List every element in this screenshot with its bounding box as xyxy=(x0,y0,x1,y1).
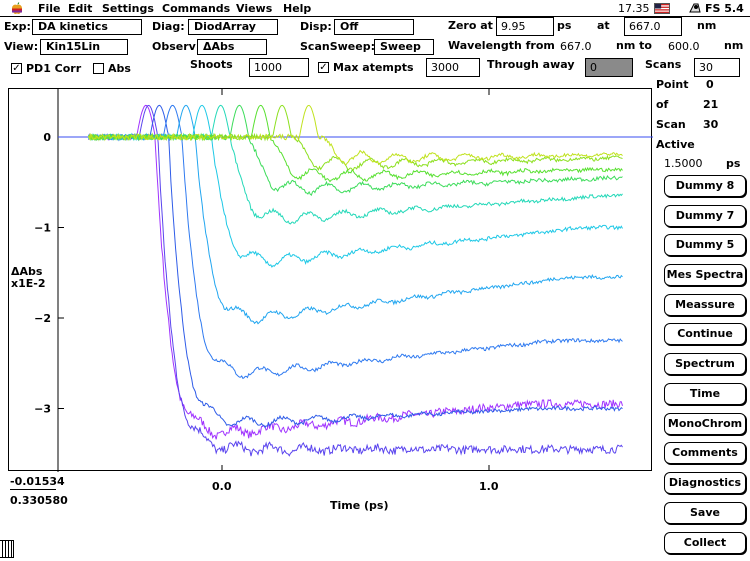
observ-popup[interactable]: ΔAbs xyxy=(197,39,267,55)
point-value: 0 xyxy=(706,78,714,91)
series-line xyxy=(88,104,623,457)
window-edge-icon[interactable] xyxy=(0,540,14,558)
shoots-label: Shoots xyxy=(190,58,233,71)
through-away-label: Through away xyxy=(487,58,575,71)
monochrom-button[interactable]: MonoChrom xyxy=(664,413,746,435)
kinetics-plot[interactable]: 0 −1 −2 −3 ΔAbs x1E-2 xyxy=(8,88,653,472)
x-tick-label: 1.0 xyxy=(479,480,499,493)
through-away-input[interactable]: 0 xyxy=(585,58,633,77)
of-value: 21 xyxy=(703,98,719,111)
series-line xyxy=(88,104,623,183)
clock: 17.35 xyxy=(618,2,650,15)
dummy-8-button[interactable]: Dummy 8 xyxy=(664,175,746,197)
max-atempts-input[interactable]: 3000 xyxy=(426,58,480,77)
series-group xyxy=(88,104,623,457)
scan-label: Scan xyxy=(656,118,686,131)
x-tick-label: 0.0 xyxy=(212,480,232,493)
series-line xyxy=(88,104,623,440)
apple-icon[interactable] xyxy=(10,1,24,15)
scansweep-popup[interactable]: Sweep xyxy=(374,39,434,55)
scan-value: 30 xyxy=(703,118,719,131)
save-button[interactable]: Save xyxy=(664,502,746,524)
point-label: Point xyxy=(656,78,689,91)
wavelength-to-label: nm to xyxy=(616,39,652,52)
dummy-7-button[interactable]: Dummy 7 xyxy=(664,205,746,227)
scansweep-label: ScanSweep: xyxy=(300,40,375,53)
pd1-corr-checkbox[interactable]: ✓ xyxy=(11,63,22,74)
dummy-5-button[interactable]: Dummy 5 xyxy=(664,234,746,256)
menu-help[interactable]: Help xyxy=(283,2,312,15)
menu-views[interactable]: Views xyxy=(236,2,273,15)
diag-label: Diag: xyxy=(152,20,185,33)
y-axis-scale-label: x1E-2 xyxy=(11,277,46,290)
series-line xyxy=(88,104,623,268)
wavelength-label: Wavelength from xyxy=(448,39,555,52)
min-value: -0.01534 xyxy=(10,475,65,488)
y-tick-label: −2 xyxy=(34,312,51,325)
y-axis-label: ΔAbs xyxy=(11,265,43,278)
series-line xyxy=(88,104,623,325)
time-button[interactable]: Time xyxy=(664,383,746,405)
max-atempts-checkbox[interactable]: ✓ xyxy=(318,62,329,73)
menu-edit[interactable]: Edit xyxy=(68,2,93,15)
at-input[interactable]: 667.0 xyxy=(624,17,682,36)
us-flag-icon[interactable] xyxy=(654,3,670,14)
mes-spectra-button[interactable]: Mes Spectra xyxy=(664,264,746,286)
x-ticks xyxy=(221,89,490,471)
footer-divider xyxy=(10,489,56,490)
exp-popup[interactable]: DA kinetics xyxy=(32,19,142,35)
disp-label: Disp: xyxy=(300,20,332,33)
observ-label: Observ: xyxy=(152,40,201,53)
shoots-input[interactable]: 1000 xyxy=(249,58,309,77)
y-tick-label: −1 xyxy=(34,222,51,235)
exp-label: Exp: xyxy=(4,20,31,33)
app-name: FS 5.4 xyxy=(705,2,744,15)
wavelength-to: 600.0 xyxy=(668,40,700,53)
abs-checkbox[interactable] xyxy=(93,63,104,74)
diagnostics-button[interactable]: Diagnostics xyxy=(664,472,746,494)
scans-label: Scans xyxy=(645,58,682,71)
active-unit: ps xyxy=(726,157,741,170)
view-popup[interactable]: Kin15Lin xyxy=(40,39,128,55)
meassure-button[interactable]: Meassure xyxy=(664,294,746,316)
menu-settings[interactable]: Settings xyxy=(102,2,154,15)
wavelength-from: 667.0 xyxy=(560,40,592,53)
series-line xyxy=(88,104,623,380)
at-unit: nm xyxy=(697,19,717,32)
at-label: at xyxy=(597,19,610,32)
menu-bar: File Edit Settings Commands Views Help 1… xyxy=(0,0,750,17)
active-value: 1.5000 xyxy=(664,157,703,170)
series-line xyxy=(88,104,623,166)
max-atempts-label: Max atempts xyxy=(333,61,414,74)
series-line xyxy=(88,104,623,225)
pd1-corr-label: PD1 Corr xyxy=(26,62,82,75)
wavelength-unit: nm xyxy=(724,39,744,52)
x-axis-label: Time (ps) xyxy=(330,499,389,512)
zero-label: Zero at xyxy=(448,19,493,32)
max-value: 0.330580 xyxy=(10,494,68,507)
abs-label: Abs xyxy=(108,62,131,75)
diag-popup[interactable]: DiodArray xyxy=(188,19,278,35)
series-line xyxy=(88,104,623,197)
y-tick-label: −3 xyxy=(34,403,51,416)
kinetics-chart: 0 −1 −2 −3 xyxy=(34,89,653,472)
scans-input[interactable]: 30 xyxy=(694,58,740,77)
y-tick-label: 0 xyxy=(43,131,51,144)
collect-button[interactable]: Collect xyxy=(664,532,746,554)
comments-button[interactable]: Comments xyxy=(664,442,746,464)
app-icon xyxy=(689,3,701,13)
spectrum-button[interactable]: Spectrum xyxy=(664,353,746,375)
series-line xyxy=(88,104,623,429)
zero-unit: ps xyxy=(557,19,572,32)
y-ticks: 0 −1 −2 −3 xyxy=(34,131,64,416)
active-label: Active xyxy=(656,138,695,151)
menu-commands[interactable]: Commands xyxy=(162,2,231,15)
zero-input[interactable]: 9.95 xyxy=(496,17,554,36)
of-label: of xyxy=(656,98,669,111)
menu-file[interactable]: File xyxy=(38,2,61,15)
continue-button[interactable]: Continue xyxy=(664,323,746,345)
view-label: View: xyxy=(4,40,39,53)
disp-popup[interactable]: Off xyxy=(334,19,414,35)
